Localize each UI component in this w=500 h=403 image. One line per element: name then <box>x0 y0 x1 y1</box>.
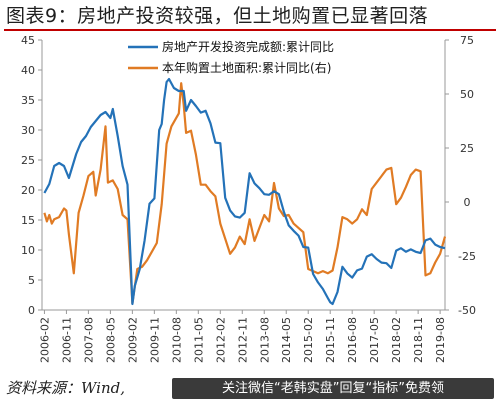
series-line-land-purchase <box>43 82 447 305</box>
right-tick-label: -25 <box>458 250 476 263</box>
legend: 房地产开发投资完成额:累计同比 本年购置土地面积:累计同比(右) <box>128 39 334 75</box>
left-axis-ticks: 0 5 10 15 20 25 30 35 40 45 <box>21 34 42 317</box>
x-tick-label: 2006-02 <box>38 317 51 363</box>
x-tick-label: 2017-05 <box>368 317 381 363</box>
x-tick-label: 2015-11 <box>324 317 337 363</box>
x-tick-label: 2012-11 <box>236 317 249 363</box>
x-tick-label: 2013-08 <box>258 317 271 363</box>
right-tick-label: 25 <box>460 142 474 155</box>
right-tick-label: -50 <box>458 304 476 317</box>
right-tick-label: 0 <box>464 196 471 209</box>
chart-title: 图表9：房地产投资较强，但土地购置已显著回落 <box>6 5 429 27</box>
x-tick-label: 2018-02 <box>390 317 403 363</box>
dual-axis-line-chart: 0 5 10 15 20 25 30 35 40 45 -50 -25 0 25 50 75 2006-02… <box>21 34 476 363</box>
left-tick-label: 35 <box>21 94 35 107</box>
x-tick-label: 2016-08 <box>346 317 359 363</box>
series-line-investment <box>43 77 446 306</box>
x-tick-label: 2018-11 <box>412 317 425 363</box>
left-tick-label: 25 <box>21 154 35 167</box>
left-tick-label: 0 <box>28 304 35 317</box>
axes-layer <box>41 40 446 311</box>
left-tick-label: 10 <box>21 244 35 257</box>
right-axis-ticks: -50 -25 0 25 50 75 <box>445 34 476 317</box>
x-tick-label: 2010-08 <box>170 317 183 363</box>
x-tick-label: 2011-05 <box>192 317 205 363</box>
x-tick-label: 2012-02 <box>214 317 227 363</box>
right-tick-label: 75 <box>460 34 474 47</box>
x-tick-label: 2019-08 <box>434 317 447 363</box>
legend-label-land: 本年购置土地面积:累计同比(右) <box>162 60 331 75</box>
x-tick-label: 2006-11 <box>60 317 73 363</box>
x-tick-label: 2009-02 <box>126 317 139 363</box>
left-tick-label: 40 <box>21 64 35 77</box>
x-tick-label: 2009-11 <box>148 317 161 363</box>
legend-label-investment: 房地产开发投资完成额:累计同比 <box>162 39 334 54</box>
right-tick-label: 50 <box>460 88 474 101</box>
x-axis-ticks: 2006-02 2006-11 2007-08 2008-05 2009-02 2009-… <box>38 310 447 363</box>
x-tick-label: 2008-05 <box>104 317 117 363</box>
x-tick-label: 2007-08 <box>82 317 95 363</box>
x-tick-label: 2014-05 <box>280 317 293 363</box>
left-tick-label: 5 <box>28 274 35 287</box>
left-tick-label: 30 <box>21 124 35 137</box>
x-tick-label: 2015-02 <box>302 317 315 363</box>
source-note: 资料来源：Wind, <box>6 379 125 397</box>
title-underline <box>4 29 496 31</box>
left-tick-label: 15 <box>21 214 35 227</box>
left-tick-label: 20 <box>21 184 35 197</box>
promo-banner: 关注微信“老韩实盘”回复“指标”免费领 <box>172 378 494 399</box>
left-tick-label: 45 <box>21 34 35 47</box>
